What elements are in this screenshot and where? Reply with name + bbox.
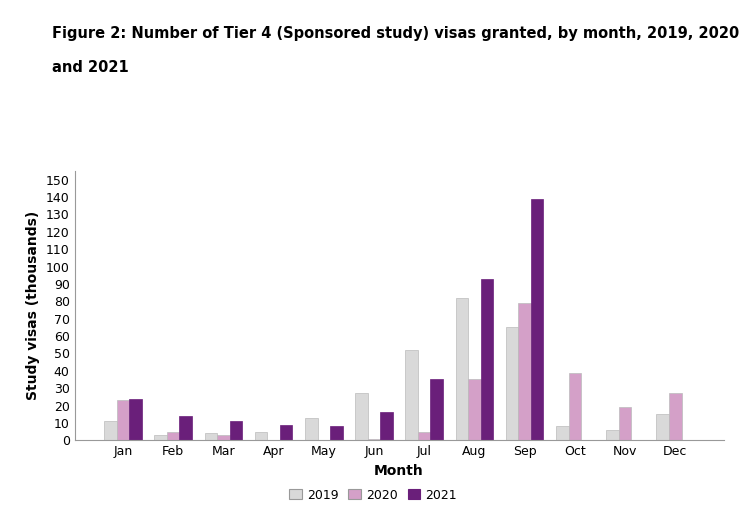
Bar	[104, 421, 116, 440]
Bar	[368, 439, 380, 440]
Bar	[606, 430, 618, 440]
Bar	[618, 407, 631, 440]
Bar	[217, 435, 230, 440]
Bar	[506, 327, 518, 440]
Bar	[355, 393, 368, 440]
Bar	[518, 303, 531, 440]
Bar	[468, 380, 480, 440]
Bar	[305, 418, 318, 440]
Bar	[669, 393, 682, 440]
Bar	[456, 298, 468, 440]
Bar	[116, 400, 129, 440]
X-axis label: Month: Month	[374, 464, 424, 478]
Bar	[154, 435, 167, 440]
Text: and 2021: and 2021	[52, 60, 129, 75]
Bar	[230, 421, 242, 440]
Bar	[180, 416, 192, 440]
Bar	[204, 434, 217, 440]
Legend: 2019, 2020, 2021: 2019, 2020, 2021	[284, 484, 462, 507]
Y-axis label: Study visas (thousands): Study visas (thousands)	[26, 211, 40, 400]
Text: Figure 2: Number of Tier 4 (Sponsored study) visas granted, by month, 2019, 2020: Figure 2: Number of Tier 4 (Sponsored st…	[52, 26, 739, 41]
Bar	[556, 426, 568, 440]
Bar	[480, 279, 493, 440]
Bar	[254, 431, 267, 440]
Bar	[531, 199, 544, 440]
Bar	[280, 425, 292, 440]
Bar	[418, 431, 430, 440]
Bar	[430, 380, 443, 440]
Bar	[656, 414, 669, 440]
Bar	[330, 426, 342, 440]
Bar	[167, 431, 180, 440]
Bar	[129, 398, 142, 440]
Bar	[380, 412, 393, 440]
Bar	[405, 350, 418, 440]
Bar	[568, 372, 581, 440]
